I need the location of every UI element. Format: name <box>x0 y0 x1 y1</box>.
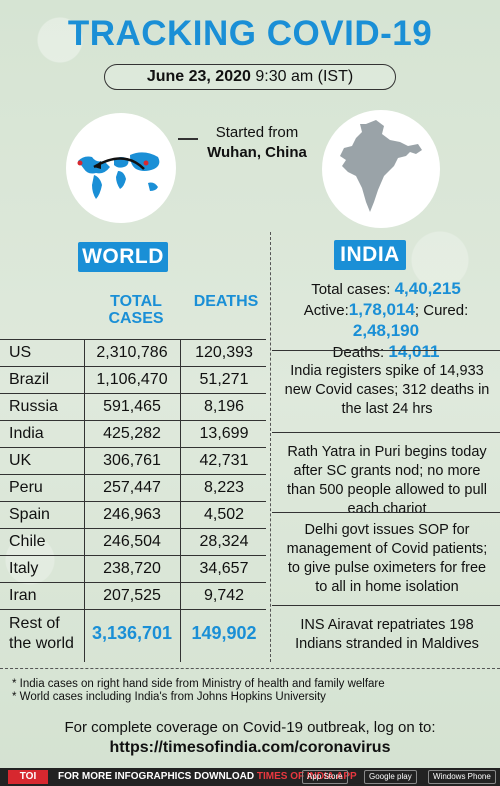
windows-phone-button[interactable]: Windows Phone <box>428 770 496 784</box>
row-country: UK <box>9 452 32 469</box>
row-country: Iran <box>9 587 37 604</box>
toi-logo: TOI <box>8 770 48 784</box>
row-country: Peru <box>9 479 43 496</box>
table-row: Russia 591,465 8,196 <box>0 394 266 421</box>
row-deaths: 8,196 <box>203 398 245 415</box>
india-active-value: 1,78,014 <box>348 300 415 319</box>
india-map-icon <box>322 110 440 228</box>
table-row: India 425,282 13,699 <box>0 421 266 448</box>
news-item: Delhi govt issues SOP for management of … <box>286 522 488 595</box>
section-divider <box>270 232 271 662</box>
row-deaths: 8,223 <box>203 479 245 496</box>
news-divider <box>272 605 500 606</box>
row-cases: 207,525 <box>103 587 161 604</box>
india-total: Total cases: 4,40,215 <box>272 279 500 300</box>
origin-line2: Wuhan, China <box>207 144 307 161</box>
row-deaths: 9,742 <box>203 587 245 604</box>
row-deaths: 149,902 <box>191 623 257 643</box>
footer-promo: FOR MORE INFOGRAPHICS DOWNLOAD TIMES OF … <box>58 768 357 786</box>
india-active-label: Active: <box>303 302 349 319</box>
india-section-label: INDIA <box>334 240 406 270</box>
india-deaths: Deaths: 14,011 <box>272 342 500 363</box>
column-header-total-cases: TOTAL CASES <box>108 293 164 327</box>
row-country: Brazil <box>9 371 50 388</box>
row-cases: 246,504 <box>103 533 161 550</box>
row-cases: 2,310,786 <box>96 344 168 361</box>
date-badge: June 23, 2020 9:30 am (IST) <box>104 64 396 90</box>
table-row: Chile 246,504 28,324 <box>0 529 266 556</box>
row-cases: 246,963 <box>103 506 161 523</box>
india-cured-value: 2,48,190 <box>352 321 420 340</box>
row-country: India <box>9 425 44 442</box>
footer-bar: TOI FOR MORE INFOGRAPHICS DOWNLOAD TIMES… <box>0 768 500 786</box>
source-note: * World cases including India's from Joh… <box>12 691 326 703</box>
row-deaths: 28,324 <box>199 533 249 550</box>
source-note: * India cases on right hand side from Mi… <box>12 678 385 690</box>
table-row: US 2,310,786 120,393 <box>0 340 266 367</box>
row-cases: 3,136,701 <box>91 623 173 643</box>
row-deaths: 34,657 <box>199 560 249 577</box>
india-total-value: 4,40,215 <box>394 279 461 298</box>
date-day: June 23, 2020 <box>146 68 251 85</box>
row-cases: 238,720 <box>103 560 161 577</box>
news-divider <box>272 350 500 351</box>
row-cases: 257,447 <box>103 479 161 496</box>
source-notes: * India cases on right hand side from Mi… <box>12 678 385 704</box>
india-deaths-label: Deaths: <box>332 344 385 361</box>
row-country: Rest of the world <box>9 614 74 654</box>
world-map-icon <box>66 113 176 223</box>
india-active-cured: Active:1,78,014; Cured: 2,48,190 <box>272 300 500 342</box>
footer-promo-text: FOR MORE INFOGRAPHICS DOWNLOAD <box>58 771 255 782</box>
footer-promo-app: TIMES OF INDIA APP <box>256 771 357 782</box>
row-cases: 591,465 <box>103 398 161 415</box>
india-deaths-value: 14,011 <box>388 342 440 361</box>
table-row: Brazil 1,106,470 51,271 <box>0 367 266 394</box>
news-item: India registers spike of 14,933 new Covi… <box>284 363 490 417</box>
row-deaths: 51,271 <box>199 371 249 388</box>
row-country: Chile <box>9 533 46 550</box>
table-row: Italy 238,720 34,657 <box>0 556 266 583</box>
coverage-info: For complete coverage on Covid-19 outbre… <box>0 718 500 758</box>
row-country: Russia <box>9 398 58 415</box>
origin-label: Started from Wuhan, China <box>198 123 316 163</box>
coverage-link[interactable]: https://timesofindia.com/coronavirus <box>109 739 391 756</box>
table-row: UK 306,761 42,731 <box>0 448 266 475</box>
news-item: Rath Yatra in Puri begins today after SC… <box>287 444 487 517</box>
app-store-button[interactable]: App Store <box>302 770 348 784</box>
origin-line1: Started from <box>215 124 299 141</box>
table-row-rest-of-world: Rest of the world 3,136,701 149,902 <box>0 610 266 662</box>
date-time: 9:30 am (IST) <box>255 68 354 85</box>
row-cases: 306,761 <box>103 452 161 469</box>
table-row: Iran 207,525 9,742 <box>0 583 266 610</box>
news-divider <box>272 512 500 513</box>
column-header-deaths: DEATHS <box>193 293 259 310</box>
india-total-label: Total cases: <box>311 281 391 298</box>
world-section-label: WORLD <box>78 242 168 272</box>
row-deaths: 42,731 <box>199 452 249 469</box>
rest-line2: the world <box>9 635 74 652</box>
footer-divider <box>0 668 500 669</box>
india-cured-label: ; Cured: <box>414 302 469 319</box>
india-stats: Total cases: 4,40,215 Active:1,78,014; C… <box>272 279 500 363</box>
news-item: INS Airavat repatriates 198 Indians stra… <box>295 617 479 652</box>
google-play-button[interactable]: Google play <box>364 770 417 784</box>
coverage-text: For complete coverage on Covid-19 outbre… <box>64 719 436 736</box>
row-country: Italy <box>9 560 39 577</box>
row-country: Spain <box>9 506 50 523</box>
row-cases: 425,282 <box>103 425 161 442</box>
row-country: US <box>9 344 32 361</box>
rest-line1: Rest of <box>9 615 60 632</box>
table-row: Spain 246,963 4,502 <box>0 502 266 529</box>
news-divider <box>272 432 500 433</box>
row-deaths: 120,393 <box>195 344 253 361</box>
table-row: Peru 257,447 8,223 <box>0 475 266 502</box>
row-cases: 1,106,470 <box>96 371 168 388</box>
table-top-border <box>0 339 266 340</box>
origin-pointer <box>178 138 198 140</box>
page-title: TRACKING COVID-19 <box>67 14 433 53</box>
row-deaths: 13,699 <box>199 425 249 442</box>
row-deaths: 4,502 <box>203 506 245 523</box>
